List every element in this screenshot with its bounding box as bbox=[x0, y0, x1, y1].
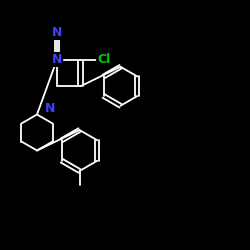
Text: Cl: Cl bbox=[97, 53, 110, 66]
Text: N: N bbox=[52, 53, 62, 66]
Text: N: N bbox=[52, 26, 62, 39]
Text: N: N bbox=[45, 102, 55, 115]
